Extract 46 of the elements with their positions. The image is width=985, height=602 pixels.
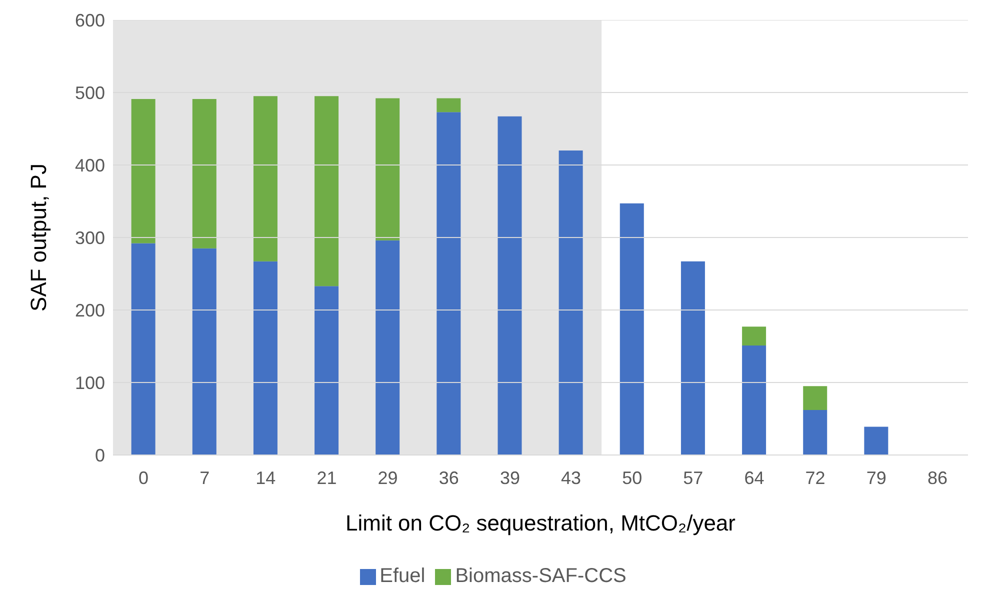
bar <box>620 203 644 455</box>
x-tick-label: 36 <box>438 468 459 488</box>
bar <box>376 98 400 240</box>
x-tick-label: 43 <box>561 468 582 488</box>
x-tick-label: 21 <box>316 468 337 488</box>
bar <box>192 248 216 455</box>
bar <box>803 410 828 455</box>
x-tick-label: 50 <box>622 468 642 488</box>
bar <box>253 96 278 262</box>
x-tick-label: 39 <box>500 468 520 488</box>
bar <box>558 150 583 455</box>
bar <box>864 426 888 455</box>
x-tick-label: 57 <box>683 468 704 488</box>
x-tick-label: 29 <box>378 468 398 488</box>
x-tick-label: 0 <box>138 468 149 488</box>
x-tick-label: 79 <box>866 468 886 488</box>
bar <box>436 112 461 455</box>
bar <box>742 326 766 346</box>
y-tick-label: 200 <box>74 300 105 320</box>
legend-label: Biomass-SAF-CCS <box>455 565 626 587</box>
bar <box>192 99 216 248</box>
x-tick-label: 7 <box>200 468 210 488</box>
bar <box>131 243 156 455</box>
y-tick-label: 400 <box>74 155 105 176</box>
bar <box>436 98 461 112</box>
bar <box>680 261 705 455</box>
x-tick-label: 14 <box>256 468 276 488</box>
x-tick-label: 86 <box>927 468 948 488</box>
y-tick-label: 600 <box>74 10 105 30</box>
x-axis-title: Limit on CO₂ sequestration, MtCO₂/year <box>346 510 736 536</box>
bar <box>314 286 339 455</box>
y-tick-label: 300 <box>74 228 105 248</box>
bar <box>498 116 522 455</box>
y-tick-label: 0 <box>94 445 105 466</box>
x-tick-label: 72 <box>805 468 826 488</box>
bar <box>376 240 400 455</box>
y-axis-title: SAF output, PJ <box>26 164 51 312</box>
bar <box>803 386 828 410</box>
bar <box>314 96 339 286</box>
y-tick-label: 500 <box>74 82 105 103</box>
bar <box>131 99 156 244</box>
legend-label: Efuel <box>380 565 426 587</box>
x-tick-label: 64 <box>744 468 764 488</box>
bar <box>742 346 766 455</box>
y-tick-label: 100 <box>74 372 105 393</box>
bar <box>253 261 278 455</box>
